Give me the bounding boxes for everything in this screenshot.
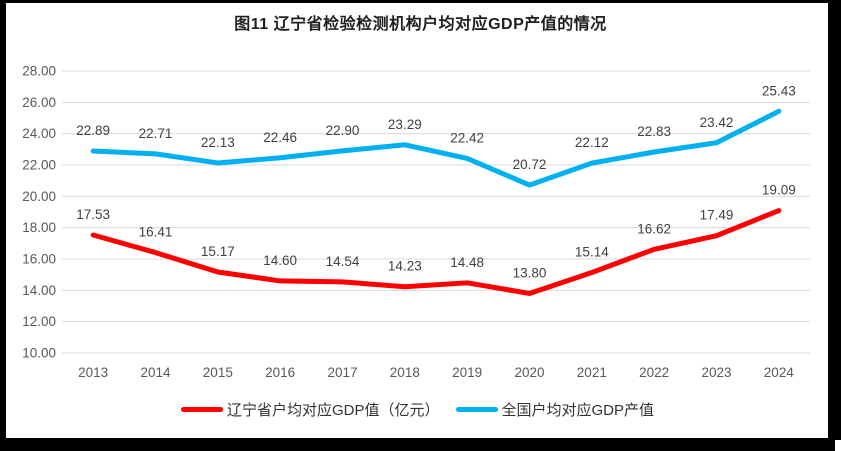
frame-border-right (828, 0, 841, 440)
y-axis-tick-label: 16.00 (22, 252, 56, 267)
legend-line-swatch-blue (455, 407, 498, 412)
data-label-series-1: 22.12 (575, 135, 609, 150)
data-label-series-1: 22.13 (201, 135, 235, 150)
data-label-series-0: 14.23 (388, 259, 422, 274)
chart-title: 图11 辽宁省检验检测机构户均对应GDP产值的情况 (234, 16, 607, 33)
data-label-series-1: 22.46 (263, 130, 297, 145)
data-label-series-0: 15.14 (575, 244, 609, 259)
data-label-series-0: 15.17 (201, 244, 235, 259)
data-label-series-0: 16.41 (139, 225, 173, 240)
series-line-1 (90, 108, 782, 188)
legend-label-national: 全国户均对应GDP产值 (501, 402, 655, 419)
chart-legend: 辽宁省户均对应GDP值（亿元） 全国户均对应GDP产值 (0, 399, 835, 420)
x-axis-tick-label: 2021 (577, 365, 607, 380)
x-axis-tick-label: 2016 (265, 365, 295, 380)
data-label-series-0: 16.62 (637, 221, 671, 236)
x-axis-tick-label: 2019 (452, 365, 482, 380)
y-axis-tick-label: 20.00 (22, 189, 56, 204)
data-label-series-0: 13.80 (513, 265, 547, 280)
series-line-0 (90, 208, 782, 296)
x-axis-tick-label: 2017 (327, 365, 357, 380)
y-axis-tick-label: 10.00 (22, 346, 56, 361)
legend-label-liaoning: 辽宁省户均对应GDP值（亿元） (226, 402, 440, 419)
y-axis-tick-label: 26.00 (22, 95, 56, 110)
legend-item-national: 全国户均对应GDP产值 (455, 399, 655, 420)
x-axis-tick-label: 2020 (514, 365, 544, 380)
x-axis-tick-label: 2015 (203, 365, 233, 380)
data-label-series-1: 22.71 (139, 126, 173, 141)
data-label-series-1: 22.89 (76, 123, 110, 138)
data-label-series-0: 19.09 (762, 183, 796, 198)
y-axis-tick-label: 18.00 (22, 220, 56, 235)
data-label-series-0: 17.49 (700, 208, 734, 223)
data-label-series-0: 17.53 (76, 207, 110, 222)
y-axis-tick-label: 24.00 (22, 126, 56, 141)
y-axis-tick-label: 28.00 (22, 64, 56, 79)
data-label-series-1: 23.29 (388, 117, 422, 132)
data-label-series-1: 20.72 (513, 157, 547, 172)
frame-border-top (0, 0, 841, 3)
legend-item-liaoning: 辽宁省户均对应GDP值（亿元） (180, 399, 440, 420)
data-label-series-0: 14.60 (263, 253, 297, 268)
data-label-series-1: 22.90 (326, 123, 360, 138)
frame-border-left (0, 0, 6, 451)
x-axis-tick-label: 2024 (764, 365, 795, 380)
data-label-series-1: 25.43 (762, 83, 796, 98)
data-label-series-1: 22.83 (637, 124, 671, 139)
legend-line-swatch-red (180, 407, 223, 412)
x-axis-tick-label: 2018 (390, 365, 420, 380)
frame-border-bottom (0, 438, 835, 451)
x-axis-tick-label: 2014 (140, 365, 171, 380)
x-axis-tick-label: 2013 (78, 365, 108, 380)
data-label-series-1: 22.42 (450, 130, 484, 145)
y-axis-tick-label: 14.00 (22, 283, 56, 298)
data-label-series-0: 14.54 (326, 254, 360, 269)
y-axis-tick-label: 12.00 (22, 314, 56, 329)
x-axis-tick-label: 2022 (639, 365, 669, 380)
data-label-series-0: 14.48 (450, 255, 484, 270)
y-axis-tick-label: 22.00 (22, 158, 56, 173)
data-label-series-1: 23.42 (700, 115, 734, 130)
x-axis-tick-label: 2023 (701, 365, 731, 380)
